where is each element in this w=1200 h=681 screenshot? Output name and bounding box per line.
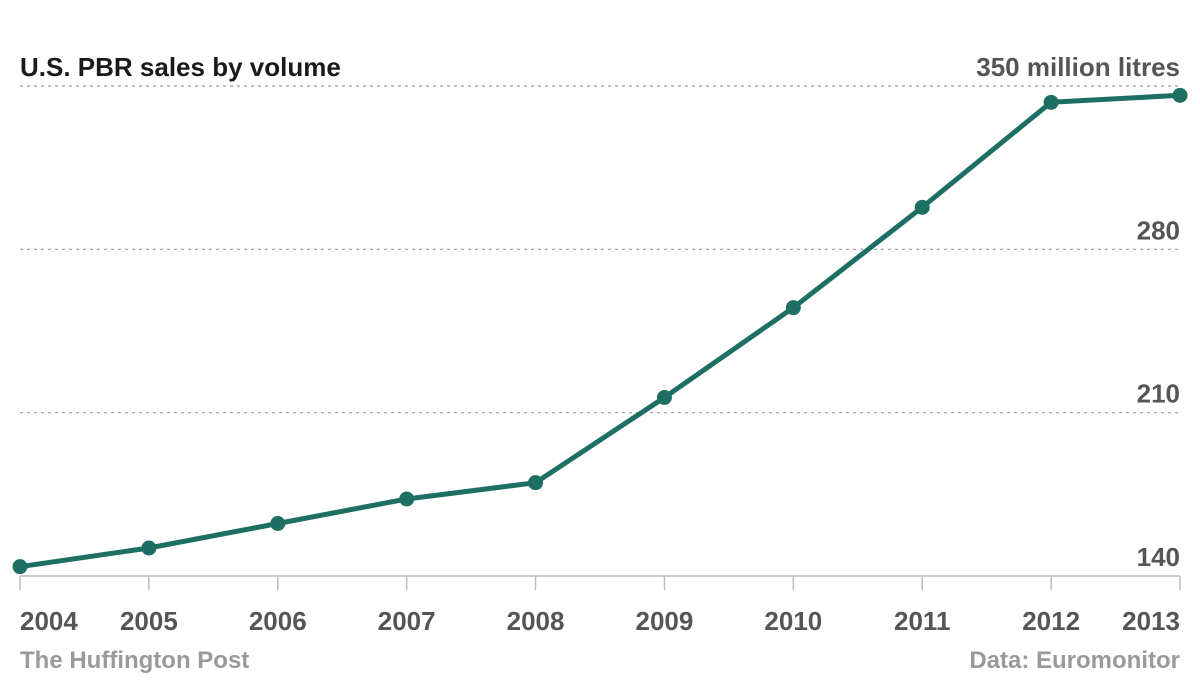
data-point <box>1172 87 1188 103</box>
y-tick-label: 350 million litres <box>976 52 1180 82</box>
x-tick-label: 2005 <box>120 606 178 636</box>
source-credit: The Huffington Post <box>20 647 249 674</box>
y-tick-label: 280 <box>1137 215 1180 245</box>
y-tick-label: 210 <box>1137 379 1180 409</box>
x-tick-label: 2009 <box>636 606 694 636</box>
data-point <box>141 540 157 556</box>
x-tick-label: 2012 <box>1022 606 1080 636</box>
line-layer <box>17 92 1183 570</box>
x-tick-label: 2007 <box>378 606 436 636</box>
axis-layer <box>19 576 1181 590</box>
chart-title: U.S. PBR sales by volume <box>20 52 341 82</box>
data-point <box>12 559 28 575</box>
data-source: Data: Euromonitor <box>969 647 1180 674</box>
data-point <box>399 491 415 507</box>
x-tick-label: 2013 <box>1122 606 1180 636</box>
x-tick-label: 2004 <box>20 606 78 636</box>
data-point <box>785 300 801 316</box>
data-point <box>656 390 672 405</box>
y-tick-label: 140 <box>1137 542 1180 572</box>
data-point <box>270 516 286 531</box>
label-layer: U.S. PBR sales by volume The Huffington … <box>20 52 1180 674</box>
series-line <box>17 92 1183 570</box>
x-tick-label: 2006 <box>249 606 307 636</box>
x-tick-label: 2008 <box>507 606 565 636</box>
x-tick-label: 2011 <box>894 606 950 636</box>
data-point <box>528 475 544 491</box>
data-point <box>1043 94 1059 110</box>
point-layer <box>12 87 1188 575</box>
data-point <box>914 199 930 215</box>
x-tick-label: 2010 <box>764 606 822 636</box>
grid-layer <box>20 85 1180 577</box>
